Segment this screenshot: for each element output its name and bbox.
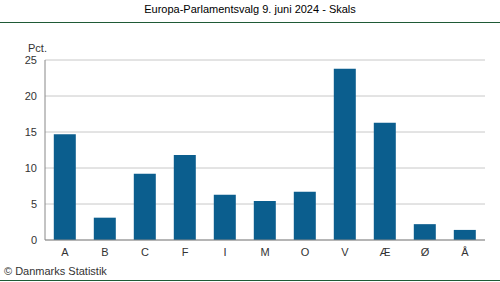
svg-text:Æ: Æ	[380, 246, 391, 258]
svg-text:0: 0	[31, 234, 37, 246]
svg-text:I: I	[223, 246, 226, 258]
svg-text:M: M	[260, 246, 269, 258]
svg-text:Ø: Ø	[421, 246, 430, 258]
svg-text:20: 20	[25, 90, 37, 102]
svg-text:F: F	[182, 246, 189, 258]
svg-text:B: B	[101, 246, 108, 258]
svg-text:5: 5	[31, 198, 37, 210]
svg-text:C: C	[141, 246, 149, 258]
svg-text:V: V	[341, 246, 349, 258]
html-text:Europa-Parlamentsvalg 9. juni: Europa-Parlamentsvalg 9. juni 2024 - Ska…	[144, 3, 356, 15]
html-text:© Danmarks Statistik: © Danmarks Statistik	[4, 265, 107, 277]
svg-text:25: 25	[25, 54, 37, 66]
svg-text:10: 10	[25, 162, 37, 174]
html-text:Pct.: Pct.	[28, 42, 47, 54]
svg-text:Å: Å	[461, 246, 469, 258]
svg-text:15: 15	[25, 126, 37, 138]
svg-text:A: A	[61, 246, 69, 258]
svg-text:O: O	[301, 246, 310, 258]
